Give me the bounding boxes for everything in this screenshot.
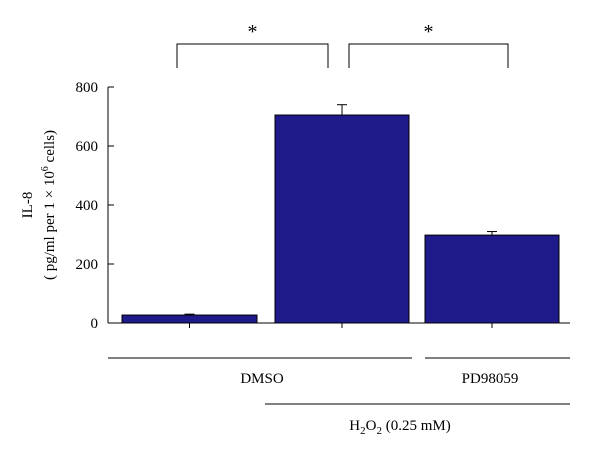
bar <box>274 114 410 324</box>
bars <box>121 114 560 324</box>
y-tick-label: 0 <box>91 316 99 332</box>
y-tick-label: 200 <box>76 257 99 273</box>
significance-star: * <box>424 21 434 43</box>
significance-bracket <box>348 43 509 68</box>
y-tick-label: 600 <box>76 139 99 155</box>
error-bars <box>184 104 497 316</box>
y-tick-label: 400 <box>76 198 99 214</box>
dmso-group-label: DMSO <box>240 371 284 387</box>
bar <box>121 314 258 324</box>
y-ticks: 0 200 400 600 800 <box>76 80 114 332</box>
x-ticks <box>189 323 493 328</box>
h2o2-group-label: H2O2 (0.25 mM) <box>349 418 450 437</box>
y-tick-label: 800 <box>76 80 99 96</box>
significance-brackets: * * <box>176 21 509 68</box>
y-axis-title-line1: IL-8 <box>20 192 36 219</box>
significance-bracket <box>176 43 329 68</box>
bar <box>424 234 560 324</box>
significance-star: * <box>248 21 258 43</box>
pd98059-group-label: PD98059 <box>462 371 519 387</box>
y-axis-title-line2: ( pg/ml per 1 × 106 cells) <box>40 130 58 280</box>
